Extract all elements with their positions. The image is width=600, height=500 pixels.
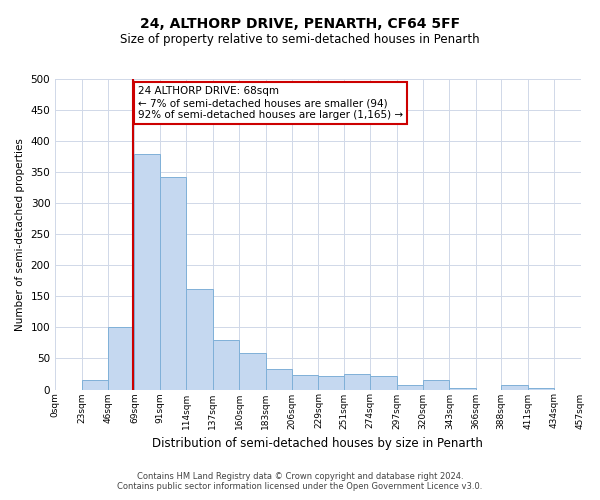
Bar: [266, 369, 292, 390]
Text: 24, ALTHORP DRIVE, PENARTH, CF64 5FF: 24, ALTHORP DRIVE, PENARTH, CF64 5FF: [140, 18, 460, 32]
Text: Contains public sector information licensed under the Open Government Licence v3: Contains public sector information licen…: [118, 482, 482, 491]
Text: Size of property relative to semi-detached houses in Penarth: Size of property relative to semi-detach…: [120, 32, 480, 46]
X-axis label: Distribution of semi-detached houses by size in Penarth: Distribution of semi-detached houses by …: [152, 437, 483, 450]
Bar: [239, 354, 266, 390]
Bar: [319, 376, 344, 390]
Bar: [370, 376, 397, 390]
Bar: [397, 384, 423, 390]
Bar: [423, 380, 449, 390]
Bar: [449, 388, 476, 390]
Text: 24 ALTHORP DRIVE: 68sqm
← 7% of semi-detached houses are smaller (94)
92% of sem: 24 ALTHORP DRIVE: 68sqm ← 7% of semi-det…: [138, 86, 403, 120]
Bar: [82, 380, 108, 390]
Bar: [212, 340, 239, 390]
Bar: [186, 289, 212, 390]
Y-axis label: Number of semi-detached properties: Number of semi-detached properties: [15, 138, 25, 330]
Bar: [160, 176, 186, 390]
Text: Contains HM Land Registry data © Crown copyright and database right 2024.: Contains HM Land Registry data © Crown c…: [137, 472, 463, 481]
Bar: [134, 154, 160, 390]
Bar: [108, 328, 134, 390]
Bar: [292, 375, 319, 390]
Bar: [527, 388, 554, 390]
Bar: [501, 385, 527, 390]
Bar: [344, 374, 370, 390]
